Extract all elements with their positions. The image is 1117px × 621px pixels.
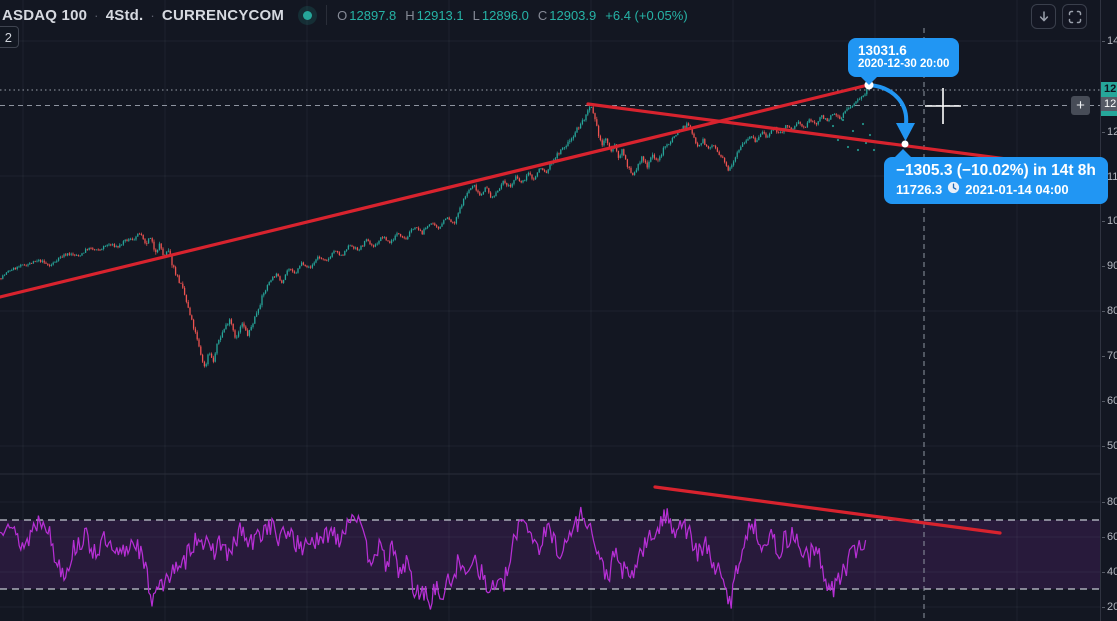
open-label: O: [337, 7, 348, 23]
fullscreen-button[interactable]: [1062, 4, 1087, 29]
symbol-title[interactable]: ASDAQ 100 · 4Std. · CURRENCYCOM: [2, 7, 284, 24]
trendline[interactable]: [653, 485, 1002, 535]
scale-label: 60: [1102, 531, 1117, 543]
callout-change-line: −1305.3 (−10.02%) in 14t 8h: [896, 162, 1096, 179]
scale-label: 20: [1102, 601, 1117, 613]
rsi-line: [0, 506, 867, 610]
candlestick-series: [0, 85, 870, 368]
market-status-icon[interactable]: [298, 5, 318, 25]
ohlc-values: O 12897.8 H 12913.1 L 12896.0 C 12903.9 +6.4…: [337, 8, 688, 23]
close-label: C: [537, 7, 548, 23]
high-label: H: [405, 7, 415, 23]
high-value: 12913.1: [416, 7, 464, 23]
price-scale[interactable]: 20406080506070809010111214 12 12: [1100, 0, 1117, 621]
anchor-dot-end[interactable]: [901, 140, 909, 148]
scale-label: 50: [1102, 440, 1117, 452]
crosshair-price-label: 12: [1101, 97, 1117, 111]
scale-label: 11: [1102, 171, 1117, 183]
trendline[interactable]: [0, 83, 868, 299]
close-value: 12903.9: [549, 7, 597, 23]
scale-label: 80: [1102, 305, 1117, 317]
arrow-down-icon: [1037, 10, 1051, 24]
projection-arrow[interactable]: [867, 83, 909, 126]
fullscreen-icon: [1068, 10, 1082, 24]
scale-label: 40: [1102, 566, 1117, 578]
scale-label: 80: [1102, 496, 1117, 508]
symbol-header: ASDAQ 100 · 4Std. · CURRENCYCOM O 12897.8…: [2, 3, 688, 27]
pane-badge[interactable]: · 2: [0, 26, 19, 48]
interval-label[interactable]: 4Std.: [105, 6, 144, 24]
low-label: L: [472, 7, 480, 23]
separator-dot: ·: [94, 7, 99, 23]
download-button[interactable]: [1031, 4, 1056, 29]
price-callout-top[interactable]: 13031.6 2020-12-30 20:00: [848, 38, 960, 85]
low-value: 12896.0: [481, 7, 529, 23]
callout-top-price: 13031.6: [858, 43, 907, 58]
chart-toolbar: [1031, 4, 1087, 29]
scale-label: 60: [1102, 395, 1117, 407]
callout-bottom-datetime: 2021-01-14 04:00: [965, 182, 1069, 197]
price-range-callout[interactable]: −1305.3 (−10.02%) in 14t 8h 11726.3 2021…: [884, 149, 1108, 204]
open-value: 12897.8: [349, 7, 397, 23]
callout-bottom-price: 11726.3: [896, 182, 943, 197]
arrow-head: [896, 123, 915, 141]
header-divider: [326, 5, 328, 25]
exchange-label: CURRENCYCOM: [161, 6, 285, 24]
scale-label: 90: [1102, 260, 1117, 272]
scale-label: 12: [1102, 126, 1117, 138]
add-alert-plus-button[interactable]: +: [1071, 96, 1090, 115]
price-change: +6.4 (+0.05%): [605, 7, 688, 23]
scale-label: 14: [1102, 35, 1117, 47]
clock-icon: [947, 181, 960, 198]
scale-label: 70: [1102, 350, 1117, 362]
callout-top-datetime: 2020-12-30 20:00: [858, 58, 950, 70]
scale-label: 10: [1102, 215, 1117, 227]
separator-dot: ·: [150, 7, 155, 23]
symbol-name: ASDAQ 100: [2, 6, 88, 24]
